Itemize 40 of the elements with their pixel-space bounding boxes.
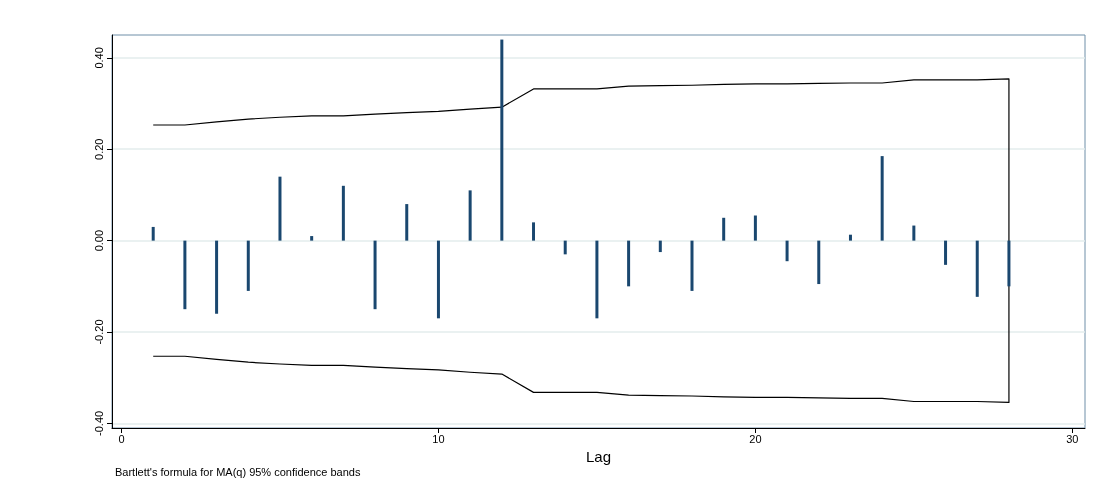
- line-series: [152, 78, 1010, 404]
- bar: [690, 240, 694, 291]
- bar: [405, 204, 409, 241]
- bar: [246, 240, 250, 291]
- bar: [1007, 240, 1011, 287]
- y-tick-label: -0.40: [92, 410, 105, 436]
- bar: [817, 240, 821, 285]
- bar: [880, 156, 884, 241]
- bar: [215, 240, 219, 314]
- bar: [151, 226, 155, 241]
- x-tick-label: 10: [432, 432, 445, 445]
- y-tick-label: -0.20: [92, 319, 105, 345]
- bar: [975, 240, 979, 297]
- bar: [341, 185, 345, 241]
- bar: [310, 236, 314, 241]
- bar: [785, 240, 789, 262]
- x-tick-label: 0: [118, 432, 125, 445]
- bar: [753, 215, 757, 241]
- y-tick-label: 0.20: [92, 138, 105, 160]
- bar: [278, 176, 282, 241]
- y-tick-label: 0.00: [92, 229, 105, 252]
- bar: [373, 240, 377, 310]
- bar: [563, 240, 567, 255]
- x-axis-title: Lag: [585, 447, 612, 465]
- bar: [468, 190, 472, 241]
- bar: [183, 240, 187, 310]
- text: Bartlett's formula for MA(q) 95% confidence bands: [115, 465, 361, 478]
- bar: [595, 240, 599, 319]
- bar: [658, 240, 662, 253]
- bar: [436, 240, 440, 319]
- bar: [627, 240, 631, 287]
- bar: [722, 217, 726, 241]
- bar: [500, 39, 504, 241]
- x-tick-label: 30: [1066, 432, 1079, 445]
- y-tick-label: 0.40: [92, 47, 105, 69]
- bar: [848, 234, 852, 241]
- bar: [944, 240, 948, 265]
- bar: [912, 225, 916, 241]
- x-tick-label: 20: [749, 432, 762, 445]
- bar: [532, 222, 536, 241]
